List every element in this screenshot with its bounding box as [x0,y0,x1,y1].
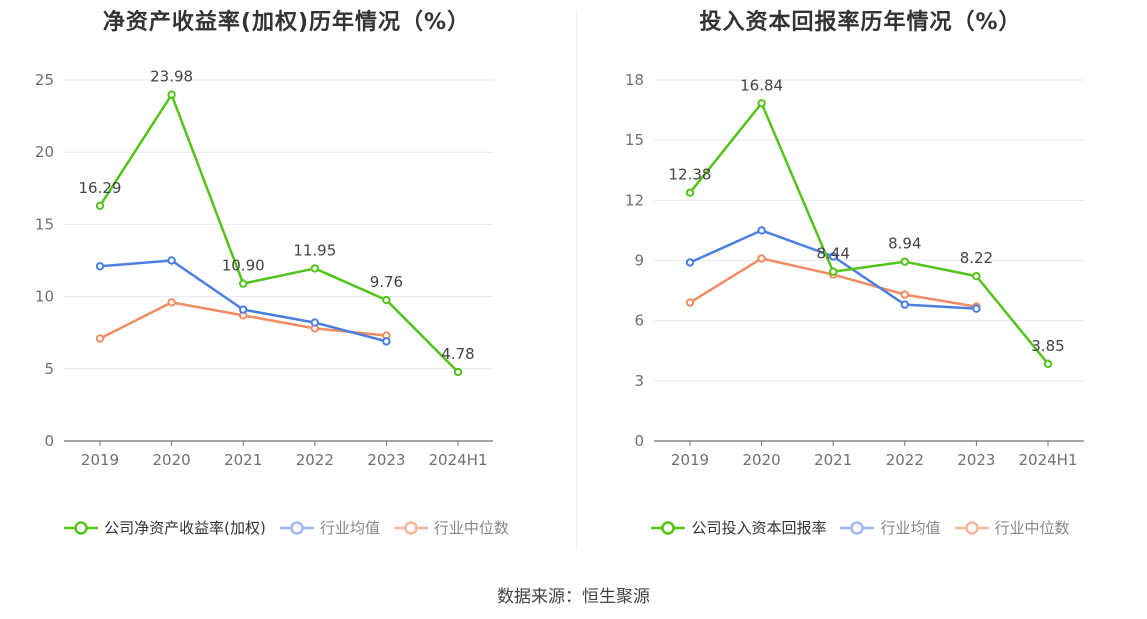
company-series-point[interactable] [310,264,319,273]
legend-item-median[interactable]: 行业中位数 [954,517,1070,538]
company-series-point[interactable] [829,267,838,276]
y-tick-label: 5 [44,360,54,378]
average-series-point[interactable] [757,226,766,235]
data-label: 16.29 [79,179,122,197]
company-series-line [689,102,1049,365]
roe-chart-panel: 净资产收益率(加权)历年情况（%） 0 5 10 15 20 25 2019 2020 2021… [0,0,573,560]
legend-item-average[interactable]: 行业均值 [840,517,941,538]
roe-line-chart: 0 5 10 15 20 25 2019 2020 2021 2022 2023 2024H1 16.2… [35,68,493,469]
company-series-point[interactable] [453,367,463,377]
legend-line-marker-icon [279,520,314,535]
average-series-point[interactable] [829,252,838,261]
chart-title: 净资产收益率(加权)历年情况（%） [102,10,471,35]
y-tick-label: 18 [625,71,644,89]
y-tick-label: 12 [625,191,644,209]
y-tick-label: 0 [44,432,54,450]
legend-item-company[interactable]: 公司净资产收益率(加权) [64,517,266,538]
x-tick-label: 2020 [743,451,781,469]
legend-line-marker-icon [64,520,99,535]
legend-label: 行业均值 [319,519,380,537]
data-label: 8.44 [816,245,849,263]
average-series-point[interactable] [972,304,981,313]
data-label: 12.38 [669,166,712,184]
y-tick-label: 15 [35,215,54,233]
x-tick-label: 2019 [81,451,119,469]
x-tick-label: 2024H1 [429,451,488,469]
x-tick-label: 2022 [296,451,334,469]
x-tick-label: 2023 [367,451,405,469]
x-tick-label: 2019 [671,451,709,469]
average-series-point[interactable] [167,256,176,265]
company-series-point[interactable] [167,90,176,99]
average-series-point[interactable] [382,337,391,346]
roic-chart-panel: 投入资本回报率历年情况（%） 0 3 6 9 12 15 18 2019 2020 2021 202… [574,0,1147,560]
y-tick-label: 10 [35,288,54,306]
company-series-point[interactable] [382,295,391,305]
data-label: 16.84 [740,76,783,94]
data-label: 23.98 [150,68,193,86]
legend-label: 公司投入资本回报率 [691,519,827,537]
legend-line-marker-icon [393,520,428,535]
chart-title: 投入资本回报率历年情况（%） [699,10,1022,35]
x-tick-label: 2024H1 [1019,451,1078,469]
median-series-point[interactable] [685,298,695,307]
data-label: 3.85 [1031,337,1064,355]
y-tick-label: 3 [634,372,644,390]
company-series-point[interactable] [239,279,248,288]
y-tick-label: 0 [634,432,644,450]
data-source-note: 数据来源：恒生聚源 [497,587,650,607]
average-series-point[interactable] [95,262,105,271]
legend-line-marker-icon [840,520,875,535]
legend-label: 公司净资产收益率(加权) [104,519,266,537]
panel-divider [576,10,577,550]
average-series-point[interactable] [900,300,909,309]
chart-legend: 公司净资产收益率(加权) 行业均值 行业中位数 [0,517,573,538]
median-series-point[interactable] [900,290,909,299]
legend-label: 行业均值 [880,519,941,537]
company-series-point[interactable] [685,188,695,197]
x-tick-label: 2020 [153,451,191,469]
y-tick-label: 6 [634,312,644,330]
data-label: 11.95 [293,241,336,259]
company-series-line [98,93,459,373]
median-series-line [689,257,977,308]
data-label: 9.76 [370,273,403,291]
legend-line-marker-icon [954,520,989,535]
data-label: 8.94 [888,235,921,253]
x-tick-label: 2021 [224,451,262,469]
data-label: 8.22 [960,249,993,267]
company-series-point[interactable] [972,271,981,281]
data-label: 4.78 [441,345,474,363]
median-series-point[interactable] [167,298,176,307]
average-series-point[interactable] [310,318,319,327]
y-tick-label: 15 [625,131,644,149]
y-tick-label: 20 [35,143,54,161]
roic-line-chart: 0 3 6 9 12 15 18 2019 2020 2021 2022 2023 2024H1 12.3… [625,71,1084,469]
chart-legend: 公司投入资本回报率 行业均值 行业中位数 [574,517,1147,538]
legend-item-median[interactable]: 行业中位数 [393,517,509,538]
legend-item-company[interactable]: 公司投入资本回报率 [651,517,826,538]
company-series-point[interactable] [1043,359,1053,368]
data-label: 10.90 [222,257,265,275]
x-tick-label: 2021 [814,451,852,469]
y-tick-label: 25 [35,71,54,89]
company-series-point[interactable] [757,99,766,108]
average-series-point[interactable] [239,305,248,314]
y-tick-label: 9 [634,252,644,270]
legend-item-average[interactable]: 行业均值 [279,517,380,538]
company-series-point[interactable] [95,201,105,210]
median-series-point[interactable] [95,334,105,343]
company-series-point[interactable] [900,257,909,266]
legend-label: 行业中位数 [994,519,1070,537]
average-series-point[interactable] [685,258,695,267]
median-series-point[interactable] [757,254,766,263]
legend-line-marker-icon [651,520,686,535]
legend-label: 行业中位数 [433,519,509,537]
x-tick-label: 2023 [957,451,995,469]
x-tick-label: 2022 [886,451,924,469]
